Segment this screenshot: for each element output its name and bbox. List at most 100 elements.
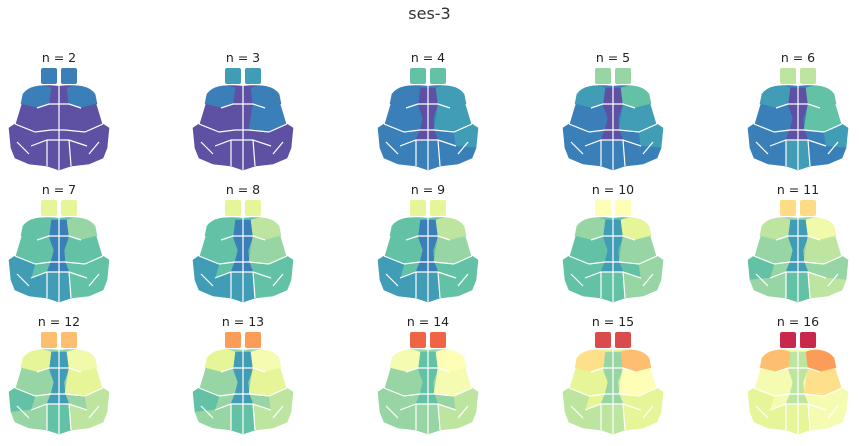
- region-boundary: [457, 273, 469, 287]
- region-boundary: [220, 235, 266, 241]
- region-boundary: [405, 235, 451, 241]
- region-boundary: [588, 393, 640, 397]
- region-boundary: [198, 235, 206, 257]
- brain-map: [747, 68, 849, 171]
- region-boundary: [383, 103, 391, 125]
- region-boundary: [198, 387, 220, 397]
- region-boundary: [280, 103, 288, 125]
- panel-label: n = 3: [225, 50, 261, 65]
- region-boundary: [453, 255, 473, 265]
- brain-map-panel: n = 2: [7, 50, 111, 182]
- brain-map: [192, 332, 294, 435]
- brain-map: [8, 68, 110, 171]
- region-boundary: [570, 141, 584, 155]
- olfactory-bulb: [41, 68, 57, 84]
- brain-map: [377, 200, 479, 303]
- region-boundary: [465, 103, 473, 125]
- brain-map: [8, 332, 110, 435]
- brain-map-panel: n = 7: [7, 182, 111, 314]
- region-boundary: [568, 103, 576, 125]
- region-boundary: [214, 271, 272, 279]
- region-boundary: [88, 141, 100, 155]
- region-boundary: [769, 139, 827, 147]
- brain-map-panel: n = 13: [191, 314, 295, 446]
- brain-map: [8, 200, 110, 303]
- region-boundary: [252, 403, 256, 431]
- region-boundary: [403, 261, 455, 265]
- region-boundary: [84, 255, 104, 265]
- region-boundary: [568, 387, 590, 397]
- region-boundary: [16, 405, 30, 419]
- region-boundary: [642, 405, 654, 419]
- region-boundary: [198, 367, 206, 389]
- region-boundary: [383, 123, 405, 133]
- region-boundary: [30, 271, 88, 279]
- region-boundary: [68, 271, 72, 299]
- olfactory-bulb: [410, 332, 426, 348]
- region-boundary: [96, 103, 104, 125]
- region-boundary: [590, 103, 636, 109]
- region-boundary: [14, 255, 36, 265]
- region-boundary: [568, 255, 590, 265]
- region-boundary: [457, 141, 469, 155]
- panel-label: n = 9: [410, 182, 446, 197]
- region-boundary: [84, 123, 104, 133]
- olfactory-bulb: [410, 68, 426, 84]
- region-boundary: [385, 141, 399, 155]
- region-boundary: [198, 103, 206, 125]
- region-boundary: [218, 261, 270, 265]
- region-boundary: [775, 103, 821, 109]
- region-boundary: [399, 271, 457, 279]
- region-boundary: [200, 273, 214, 287]
- region-boundary: [272, 405, 284, 419]
- region-boundary: [14, 387, 36, 397]
- region-boundary: [218, 129, 270, 133]
- region-boundary: [437, 403, 441, 431]
- brain-map-panel: n = 10: [561, 182, 665, 314]
- region-boundary: [755, 405, 769, 419]
- brain-map-panel: n = 5: [561, 50, 665, 182]
- region-boundary: [650, 235, 658, 257]
- region-boundary: [769, 403, 827, 411]
- panel-label: n = 14: [406, 314, 450, 329]
- panel-label: n = 12: [37, 314, 81, 329]
- region-boundary: [807, 403, 811, 431]
- region-boundary: [437, 139, 441, 167]
- region-boundary: [807, 271, 811, 299]
- region-boundary: [218, 393, 270, 397]
- brain-map: [747, 332, 849, 435]
- region-boundary: [622, 403, 626, 431]
- region-boundary: [399, 139, 457, 147]
- olfactory-bulb: [615, 332, 631, 348]
- region-boundary: [588, 129, 640, 133]
- region-boundary: [403, 393, 455, 397]
- region-boundary: [34, 393, 86, 397]
- region-boundary: [823, 387, 843, 397]
- brain-map: [562, 200, 664, 303]
- region-boundary: [590, 235, 636, 241]
- region-boundary: [638, 255, 658, 265]
- region-boundary: [622, 139, 626, 167]
- olfactory-bulb: [615, 68, 631, 84]
- region-boundary: [383, 255, 405, 265]
- region-boundary: [570, 273, 584, 287]
- region-boundary: [753, 367, 761, 389]
- olfactory-bulb: [225, 332, 241, 348]
- region-boundary: [403, 129, 455, 133]
- region-boundary: [36, 235, 82, 241]
- panel-label: n = 15: [591, 314, 635, 329]
- region-boundary: [650, 103, 658, 125]
- panel-label: n = 8: [225, 182, 261, 197]
- olfactory-bulb: [245, 332, 261, 348]
- region-boundary: [96, 367, 104, 389]
- region-boundary: [405, 103, 451, 109]
- region-boundary: [755, 273, 769, 287]
- region-boundary: [568, 123, 590, 133]
- brain-map-panel: n = 14: [376, 314, 480, 446]
- region-boundary: [769, 271, 827, 279]
- region-boundary: [642, 141, 654, 155]
- region-boundary: [823, 123, 843, 133]
- region-boundary: [835, 103, 843, 125]
- panel-label: n = 7: [41, 182, 77, 197]
- region-boundary: [34, 129, 86, 133]
